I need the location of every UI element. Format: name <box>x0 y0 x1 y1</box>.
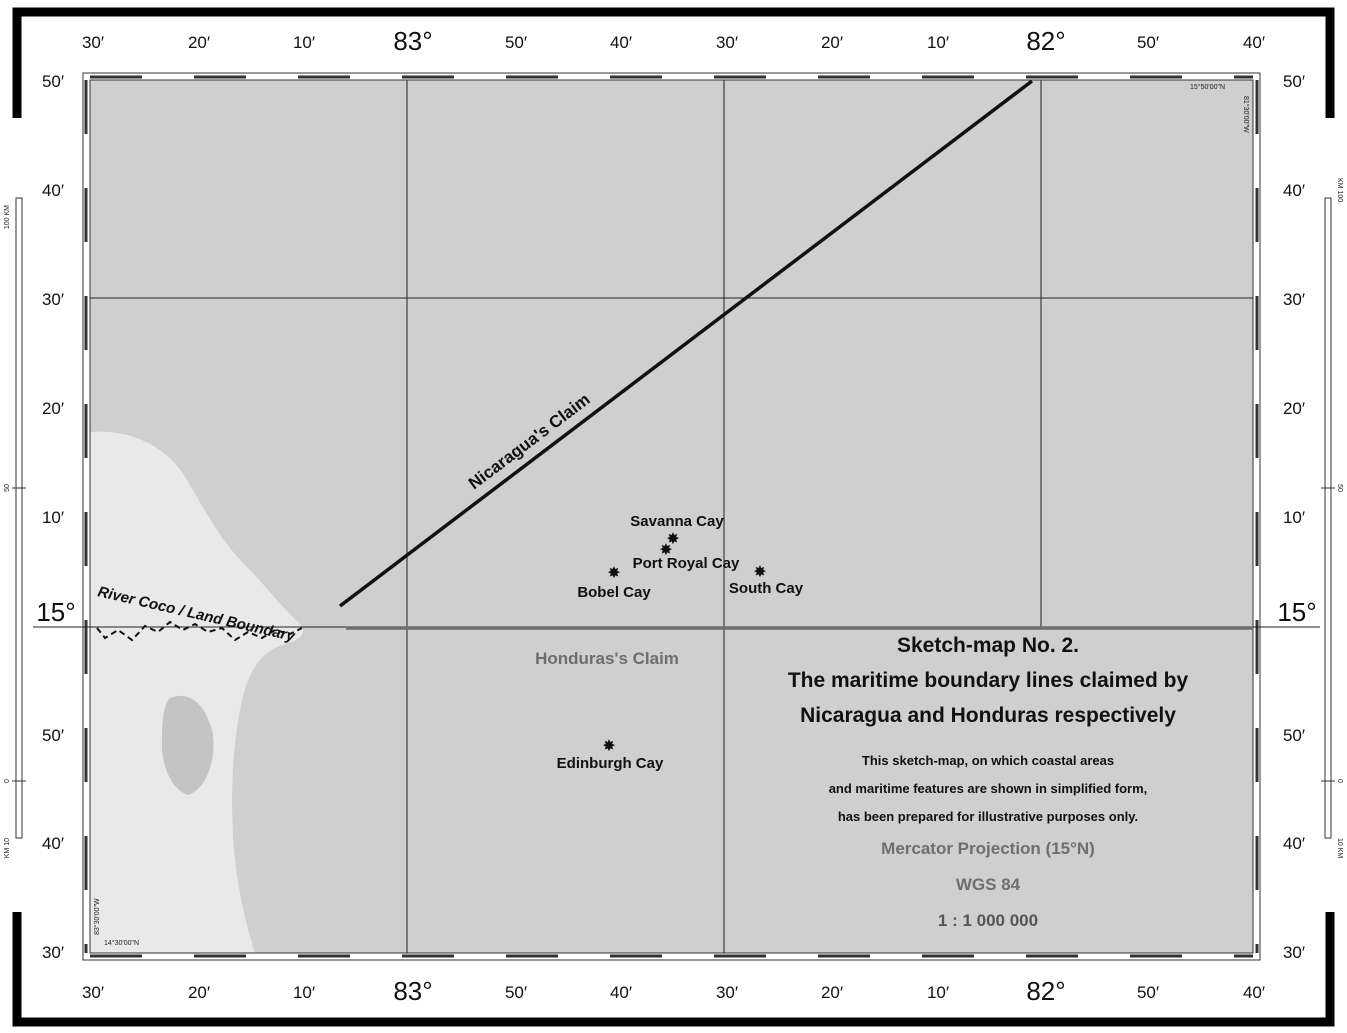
km-right-0: 0 <box>1336 779 1343 783</box>
top-tick: 83° <box>393 26 432 56</box>
right-tick: 50′ <box>1283 726 1305 745</box>
right-tick: 40′ <box>1283 834 1305 853</box>
right-tick: 40′ <box>1283 181 1305 200</box>
top-tick: 40′ <box>610 33 632 52</box>
top-tick: 10′ <box>927 33 949 52</box>
feature-label: Bobel Cay <box>577 584 651 601</box>
left-tick: 15° <box>36 597 75 627</box>
km-left-0: 0 <box>4 779 11 783</box>
bottom-tick: 30′ <box>82 983 104 1002</box>
legend-scale: 1 : 1 000 000 <box>937 911 1039 930</box>
bottom-tick: 40′ <box>610 983 632 1002</box>
km-scale-left <box>12 197 26 839</box>
feature-label: Savanna Cay <box>630 513 724 530</box>
coastal-land <box>90 431 304 953</box>
left-tick: 50′ <box>42 726 64 745</box>
bottom-tick-labels: 30′ 20′ 10′ 83° 50′ 40′ 30′ 20′ 10′ 82° … <box>82 976 1265 1006</box>
right-tick: 20′ <box>1283 399 1305 418</box>
bottom-tick: 10′ <box>927 983 949 1002</box>
cay-markers: ✸ ✸ ✸ ✸ ✸ <box>602 531 766 755</box>
legend-title: Sketch-map No. 2. <box>896 634 1080 657</box>
top-tick: 82° <box>1026 26 1065 56</box>
right-tick: 50′ <box>1283 72 1305 91</box>
honduras-claim-label: Honduras's Claim <box>535 649 679 668</box>
sea-area <box>90 80 1253 953</box>
km-left-10: KM 10 <box>4 838 11 858</box>
cay-star-icon: ✸ <box>607 565 620 582</box>
feature-label: Edinburgh Cay <box>557 755 664 772</box>
left-tick: 10′ <box>42 508 64 527</box>
km-right-50: 50 <box>1336 484 1343 492</box>
left-tick: 40′ <box>42 834 64 853</box>
cay-star-icon: ✸ <box>602 738 615 755</box>
km-left-100: 100 KM <box>4 205 11 229</box>
left-tick-labels: 50′ 40′ 30′ 20′ 10′ 15° 50′ 40′ 30′ <box>36 72 75 962</box>
legend-projection: Mercator Projection (15°N) <box>881 839 1095 858</box>
left-tick: 30′ <box>42 943 64 962</box>
feature-label: South Cay <box>729 580 804 597</box>
bottom-tick: 82° <box>1026 976 1065 1006</box>
cay-star-icon: ✸ <box>753 564 766 581</box>
legend-note: This sketch-map, on which coastal areas <box>861 753 1115 768</box>
top-tick: 50′ <box>1137 33 1159 52</box>
bottom-tick: 20′ <box>188 983 210 1002</box>
right-tick: 10′ <box>1283 508 1305 527</box>
top-tick: 10′ <box>293 33 315 52</box>
left-tick: 30′ <box>42 290 64 309</box>
left-tick: 50′ <box>42 72 64 91</box>
km-right-10: 10 KM <box>1336 838 1343 858</box>
bottom-tick: 50′ <box>505 983 527 1002</box>
left-tick: 40′ <box>42 181 64 200</box>
land-boundary-line <box>96 620 303 642</box>
top-tick: 40′ <box>1243 33 1265 52</box>
lagoon <box>161 695 214 795</box>
map-legend: Sketch-map No. 2. The maritime boundary … <box>748 628 1228 939</box>
frame-brackets <box>12 7 1335 1027</box>
bottom-tick: 30′ <box>716 983 738 1002</box>
cay-star-icon: ✸ <box>666 531 679 548</box>
top-tick: 30′ <box>716 33 738 52</box>
left-tick: 20′ <box>42 399 64 418</box>
km-right-100: KM 100 <box>1336 178 1343 202</box>
right-tick: 30′ <box>1283 290 1305 309</box>
top-tick: 30′ <box>82 33 104 52</box>
bottom-tick: 10′ <box>293 983 315 1002</box>
km-scale-right <box>1321 197 1335 839</box>
right-tick: 15° <box>1277 597 1316 627</box>
legend-datum: WGS 84 <box>955 875 1021 894</box>
border-graduation <box>82 72 1261 961</box>
feature-label: Port Royal Cay <box>633 555 740 572</box>
corner-lat-bottom-left: 14°30'00"N <box>104 939 139 947</box>
nicaragua-claim-line <box>338 79 1034 608</box>
corner-lat-top-right: 15°50'00"N <box>1190 83 1225 91</box>
graticule <box>33 80 1320 953</box>
bottom-tick: 20′ <box>821 983 843 1002</box>
right-tick-labels: 50′ 40′ 30′ 20′ 10′ 15° 50′ 40′ 30′ <box>1277 72 1316 962</box>
legend-note: and maritime features are shown in simpl… <box>828 781 1148 796</box>
corner-lon-top-right: 81°30'00"W <box>1242 96 1250 133</box>
bottom-tick: 83° <box>393 976 432 1006</box>
bottom-tick: 50′ <box>1137 983 1159 1002</box>
top-tick: 20′ <box>821 33 843 52</box>
right-tick: 30′ <box>1283 943 1305 962</box>
legend-subtitle: The maritime boundary lines claimed by <box>787 669 1189 692</box>
cay-star-icon: ✸ <box>659 542 672 559</box>
legend-subtitle: Nicaragua and Honduras respectively <box>800 704 1176 727</box>
corner-lon-bottom-left: 83°30'00"W <box>93 898 101 935</box>
top-tick: 20′ <box>188 33 210 52</box>
top-tick: 50′ <box>505 33 527 52</box>
bottom-tick: 40′ <box>1243 983 1265 1002</box>
legend-note: has been prepared for illustrative purpo… <box>837 809 1139 824</box>
km-left-50: 50 <box>4 484 11 492</box>
top-tick-labels: 30′ 20′ 10′ 83° 50′ 40′ 30′ 20′ 10′ 82° … <box>82 26 1265 56</box>
